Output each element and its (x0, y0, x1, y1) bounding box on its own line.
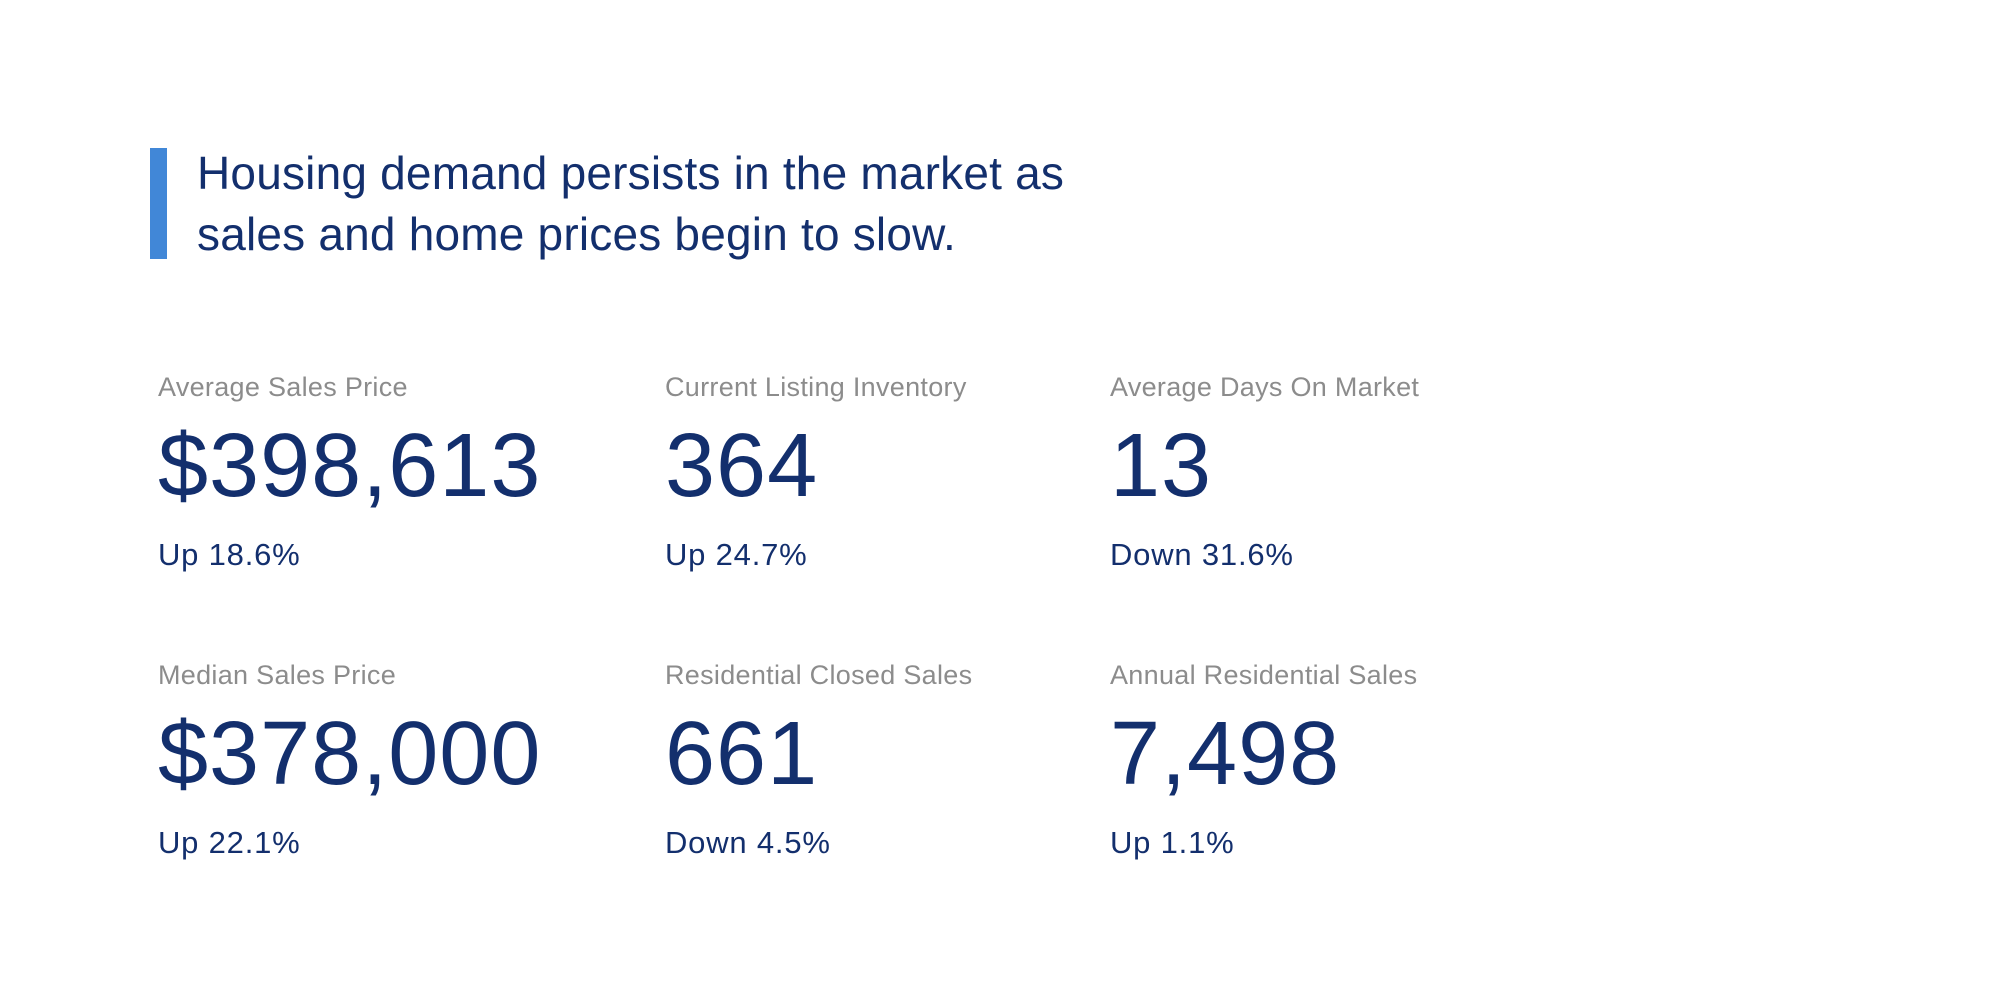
stat-label: Residential Closed Sales (665, 660, 973, 690)
stat-change: Down 31.6% (1110, 537, 1294, 572)
stat-label: Annual Residential Sales (1110, 660, 1418, 690)
stat-value: $378,000 (158, 704, 542, 804)
page-title-line-2: sales and home prices begin to slow. (197, 208, 956, 260)
stat-card-annual-residential-sales: Annual Residential Sales 7,498 Up 1.1% (1110, 660, 1570, 860)
stat-value: 7,498 (1110, 704, 1341, 804)
stat-label: Median Sales Price (158, 660, 397, 690)
stat-label: Current Listing Inventory (665, 372, 967, 402)
stat-change: Up 22.1% (158, 825, 301, 860)
stat-card-residential-closed-sales: Residential Closed Sales 661 Down 4.5% (665, 660, 1110, 860)
stat-card-median-sales-price: Median Sales Price $378,000 Up 22.1% (158, 660, 665, 860)
stat-card-current-listing-inventory: Current Listing Inventory 364 Up 24.7% (665, 372, 1110, 572)
stats-grid: Average Sales Price $398,613 Up 18.6% Cu… (158, 372, 1570, 860)
headline-block: Housing demand persists in the market as… (150, 143, 1064, 265)
page-title-line-1: Housing demand persists in the market as (197, 147, 1065, 199)
stat-label: Average Sales Price (158, 372, 408, 402)
stat-value: 661 (665, 704, 819, 804)
stat-card-average-days-on-market: Average Days On Market 13 Down 31.6% (1110, 372, 1570, 572)
stat-card-average-sales-price: Average Sales Price $398,613 Up 18.6% (158, 372, 665, 572)
stat-change: Up 1.1% (1110, 825, 1235, 860)
stat-change: Up 24.7% (665, 537, 808, 572)
stat-label: Average Days On Market (1110, 372, 1420, 402)
stat-change: Up 18.6% (158, 537, 301, 572)
stat-value: $398,613 (158, 416, 542, 516)
stat-change: Down 4.5% (665, 825, 831, 860)
accent-bar (150, 148, 167, 259)
stat-value: 13 (1110, 416, 1213, 516)
page-title: Housing demand persists in the market as… (197, 143, 1064, 265)
stat-value: 364 (665, 416, 819, 516)
